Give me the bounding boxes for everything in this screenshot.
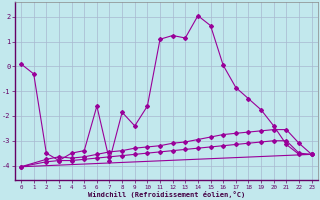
X-axis label: Windchill (Refroidissement éolien,°C): Windchill (Refroidissement éolien,°C) — [88, 191, 245, 198]
